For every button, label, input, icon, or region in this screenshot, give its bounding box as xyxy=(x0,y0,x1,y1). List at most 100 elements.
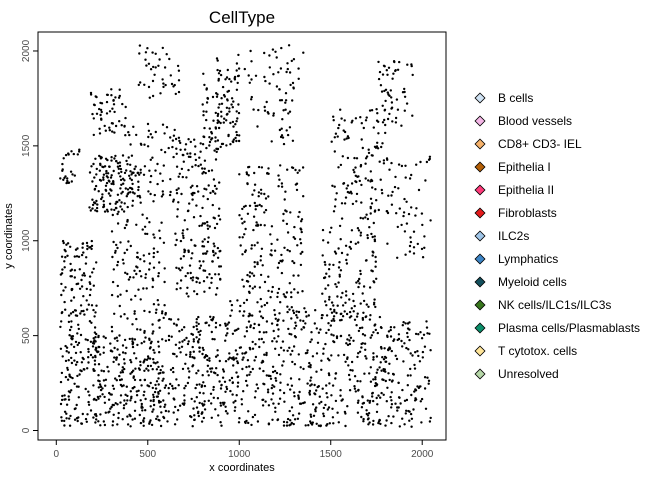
data-point xyxy=(190,397,193,401)
data-point xyxy=(260,305,263,308)
data-point xyxy=(401,388,404,392)
data-point xyxy=(130,154,134,157)
data-point xyxy=(177,69,181,72)
data-point xyxy=(116,212,119,216)
data-point xyxy=(74,407,77,410)
data-point xyxy=(287,112,290,115)
y-tick-label: 1500 xyxy=(21,134,32,157)
data-point xyxy=(155,368,159,371)
data-point xyxy=(357,229,361,232)
data-point xyxy=(322,352,325,355)
data-point xyxy=(60,320,63,323)
data-point xyxy=(104,336,107,340)
data-point xyxy=(214,140,217,143)
data-point xyxy=(243,220,246,223)
data-point xyxy=(340,296,343,299)
data-point xyxy=(82,272,86,275)
data-point xyxy=(210,169,214,172)
data-point xyxy=(195,372,198,375)
data-point xyxy=(109,342,112,345)
data-point xyxy=(253,396,257,399)
data-point xyxy=(66,179,69,183)
data-point xyxy=(250,98,253,101)
data-point xyxy=(348,334,351,337)
data-point xyxy=(282,391,286,395)
data-point xyxy=(346,343,350,347)
data-point xyxy=(280,46,283,50)
data-point xyxy=(128,133,131,137)
data-point xyxy=(361,217,365,220)
data-point xyxy=(355,200,358,203)
data-point xyxy=(202,170,205,174)
data-point xyxy=(348,389,352,392)
data-point xyxy=(93,315,96,318)
data-point xyxy=(376,147,380,150)
data-point xyxy=(250,78,253,81)
data-point xyxy=(353,387,357,390)
data-point xyxy=(111,255,114,259)
data-point xyxy=(411,354,414,357)
data-point xyxy=(279,346,283,349)
data-point xyxy=(217,72,221,75)
data-point xyxy=(92,384,95,387)
data-point xyxy=(359,231,363,234)
x-axis-label: x coordinates xyxy=(209,462,275,474)
data-point xyxy=(282,349,286,352)
data-point xyxy=(221,376,225,379)
data-point xyxy=(249,49,252,53)
data-point xyxy=(130,173,133,176)
data-point xyxy=(306,382,309,385)
y-tick-label: 1000 xyxy=(21,229,32,252)
data-point xyxy=(327,328,330,332)
data-point xyxy=(216,349,219,352)
data-point xyxy=(77,255,81,258)
data-point xyxy=(344,301,347,304)
data-point xyxy=(263,75,266,79)
data-point xyxy=(394,402,397,405)
data-point xyxy=(139,81,142,84)
data-point xyxy=(164,83,167,87)
data-point xyxy=(366,234,369,237)
data-point xyxy=(409,240,413,244)
data-point xyxy=(284,209,287,212)
data-point xyxy=(262,369,265,373)
data-point xyxy=(190,257,193,260)
data-point xyxy=(361,318,365,321)
data-point xyxy=(97,386,101,389)
data-point xyxy=(97,334,100,338)
data-point xyxy=(248,204,252,207)
data-point xyxy=(337,266,341,269)
data-point xyxy=(292,58,296,61)
data-point xyxy=(177,79,181,82)
data-point xyxy=(219,121,222,125)
data-point xyxy=(152,65,155,69)
data-point xyxy=(339,394,342,397)
data-point xyxy=(196,340,200,343)
data-point xyxy=(134,294,137,298)
data-point xyxy=(404,253,407,256)
data-point xyxy=(321,387,324,390)
data-point xyxy=(297,215,300,218)
data-point xyxy=(117,363,121,366)
data-point xyxy=(342,353,346,357)
data-point xyxy=(117,210,120,213)
data-point xyxy=(110,208,113,211)
data-point xyxy=(348,310,352,314)
data-point xyxy=(162,82,165,85)
data-point xyxy=(110,174,113,177)
data-point xyxy=(80,310,83,313)
data-point xyxy=(162,377,165,380)
data-point xyxy=(231,381,234,384)
data-point xyxy=(250,95,253,99)
data-point xyxy=(87,361,90,364)
data-point xyxy=(328,298,331,301)
data-point xyxy=(402,214,405,218)
data-point xyxy=(164,384,168,387)
data-point xyxy=(385,210,389,213)
data-point xyxy=(216,147,220,151)
data-point xyxy=(390,406,393,409)
data-point xyxy=(90,239,94,243)
data-point xyxy=(214,127,218,130)
data-point xyxy=(321,292,324,295)
